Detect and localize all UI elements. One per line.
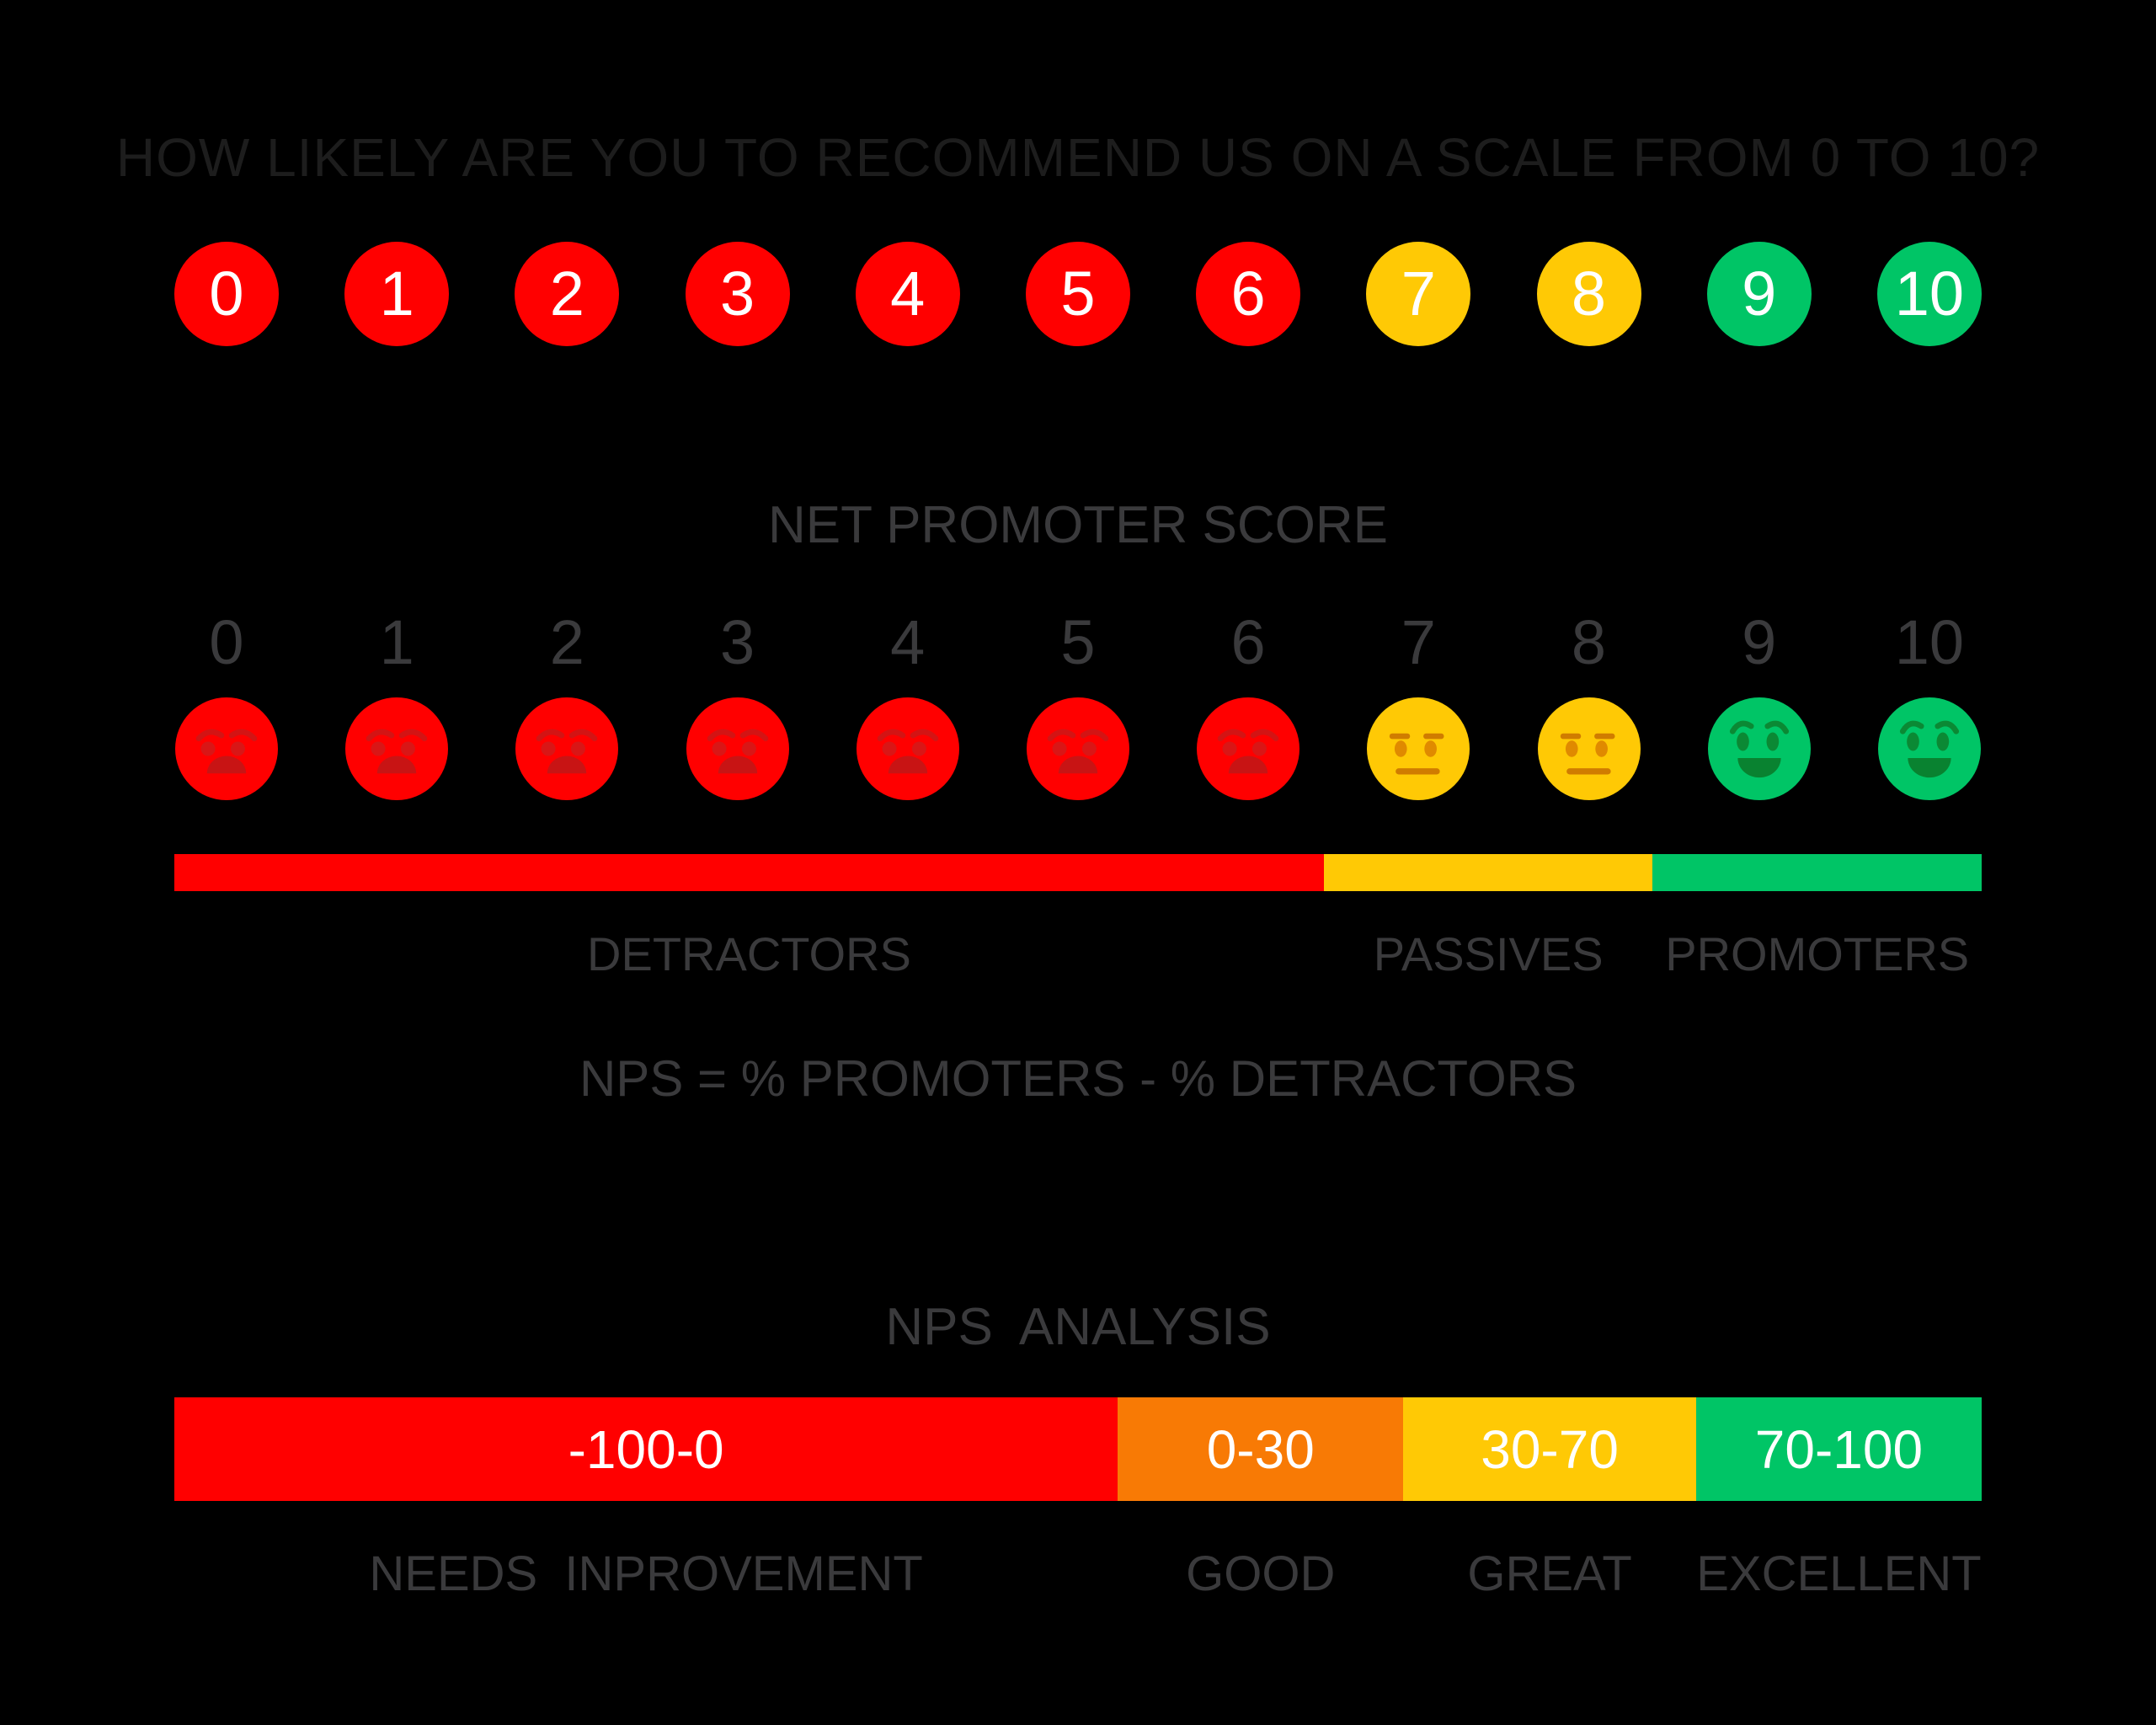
face-emoji-promoter xyxy=(1707,697,1811,800)
rating-number: 9 xyxy=(1742,259,1777,328)
happy-face-icon xyxy=(1707,697,1811,800)
band-label-promoters: PROMOTERS xyxy=(1665,927,1970,980)
face-emoji-detractor xyxy=(1197,697,1300,800)
rating-circle-5[interactable]: 5 xyxy=(1025,242,1130,346)
angry-face-icon xyxy=(1026,697,1129,800)
rating-number: 5 xyxy=(1060,259,1096,328)
face-cell-7: 7 xyxy=(1366,611,1470,800)
analysis-label-70-100: EXCELLENT xyxy=(1696,1546,1982,1601)
face-score-number: 10 xyxy=(1894,607,1965,677)
face-score-number: 0 xyxy=(209,607,244,677)
analysis-label--100-0: NEEDS INPROVEMENT xyxy=(369,1546,923,1601)
analysis-segment-70-100: 70-100 xyxy=(1695,1397,1982,1501)
face-cell-2: 2 xyxy=(515,611,619,800)
face-score-number: 7 xyxy=(1401,607,1436,677)
face-emoji-passive xyxy=(1367,697,1470,800)
rating-circle-3[interactable]: 3 xyxy=(685,242,790,346)
rating-number: 6 xyxy=(1230,259,1266,328)
rating-circle-9[interactable]: 9 xyxy=(1706,242,1812,346)
neutral-face-icon xyxy=(1537,697,1641,800)
analysis-segment--100-0: -100-0 xyxy=(174,1397,1118,1501)
face-cell-5: 5 xyxy=(1026,611,1130,800)
nps-section-heading: NET PROMOTER SCORE xyxy=(767,496,1389,554)
analysis-segment-30-70: 30-70 xyxy=(1403,1397,1696,1501)
rating-number: 8 xyxy=(1571,259,1607,328)
face-score-number: 6 xyxy=(1230,607,1266,677)
rating-number: 7 xyxy=(1401,259,1436,328)
angry-face-icon xyxy=(686,697,789,800)
rating-circle-6[interactable]: 6 xyxy=(1196,242,1301,346)
nps-formula: NPS = % PROMOTERS - % DETRACTORS xyxy=(579,1050,1577,1107)
rating-scale-row: 0 1 2 3 4 5 6 7 8 9 10 xyxy=(174,242,1982,346)
angry-face-icon xyxy=(856,697,959,800)
analysis-segment-0-30: 0-30 xyxy=(1118,1397,1404,1501)
band-segment-passives xyxy=(1323,854,1653,891)
rating-circle-0[interactable]: 0 xyxy=(174,242,279,346)
happy-face-icon xyxy=(1877,697,1981,800)
face-cell-6: 6 xyxy=(1196,611,1300,800)
face-score-number: 2 xyxy=(549,607,584,677)
face-score-number: 8 xyxy=(1571,607,1607,677)
face-score-number: 9 xyxy=(1742,607,1777,677)
face-cell-3: 3 xyxy=(686,611,790,800)
face-score-number: 1 xyxy=(379,607,414,677)
band-segment-detractors xyxy=(174,854,1324,891)
face-cell-8: 8 xyxy=(1537,611,1641,800)
rating-number: 3 xyxy=(719,259,755,328)
face-score-number: 3 xyxy=(719,607,755,677)
face-cell-9: 9 xyxy=(1707,611,1812,800)
rating-number: 10 xyxy=(1894,259,1965,328)
rating-circle-4[interactable]: 4 xyxy=(855,242,960,346)
face-emoji-detractor xyxy=(856,697,959,800)
rating-circle-7[interactable]: 7 xyxy=(1366,242,1471,346)
band-label-detractors: DETRACTORS xyxy=(587,927,911,980)
analysis-label-0-30: GOOD xyxy=(1186,1546,1336,1601)
band-segment-promoters xyxy=(1652,854,1982,891)
neutral-face-icon xyxy=(1367,697,1470,800)
face-cell-1: 1 xyxy=(344,611,449,800)
angry-face-icon xyxy=(345,697,449,800)
rating-circle-10[interactable]: 10 xyxy=(1876,242,1982,346)
rating-number: 4 xyxy=(890,259,926,328)
rating-number: 0 xyxy=(209,259,244,328)
nps-band-labels: DETRACTORS PASSIVES PROMOTERS xyxy=(174,927,1982,981)
face-emoji-detractor xyxy=(686,697,789,800)
question-title: HOW LIKELY ARE YOU TO RECOMMEND US ON A … xyxy=(115,127,2041,188)
face-emoji-detractor xyxy=(345,697,449,800)
analysis-bar: -100-0 0-30 30-70 70-100 xyxy=(174,1397,1982,1501)
rating-circle-2[interactable]: 2 xyxy=(515,242,620,346)
rating-circle-1[interactable]: 1 xyxy=(344,242,450,346)
face-cell-0: 0 xyxy=(174,611,279,800)
face-score-number: 4 xyxy=(890,607,926,677)
face-cell-4: 4 xyxy=(856,611,960,800)
analysis-section-heading: NPS ANALYSIS xyxy=(885,1298,1271,1356)
rating-number: 2 xyxy=(549,259,584,328)
analysis-label-30-70: GREAT xyxy=(1467,1546,1632,1601)
face-emoji-passive xyxy=(1537,697,1641,800)
angry-face-icon xyxy=(1197,697,1300,800)
angry-face-icon xyxy=(175,697,278,800)
nps-band xyxy=(174,854,1982,891)
rating-circle-8[interactable]: 8 xyxy=(1536,242,1641,346)
face-emoji-detractor xyxy=(1026,697,1129,800)
face-emoji-detractor xyxy=(515,697,619,800)
faces-row: 0 1 2 3 4 5 6 7 8 9 10 xyxy=(174,611,1982,800)
face-emoji-promoter xyxy=(1877,697,1981,800)
analysis-bar-labels: NEEDS INPROVEMENT GOOD GREAT EXCELLENT xyxy=(174,1546,1982,1602)
face-score-number: 5 xyxy=(1060,607,1096,677)
band-label-passives: PASSIVES xyxy=(1373,927,1604,980)
face-emoji-detractor xyxy=(175,697,278,800)
rating-number: 1 xyxy=(379,259,414,328)
face-cell-10: 10 xyxy=(1877,611,1982,800)
angry-face-icon xyxy=(515,697,619,800)
